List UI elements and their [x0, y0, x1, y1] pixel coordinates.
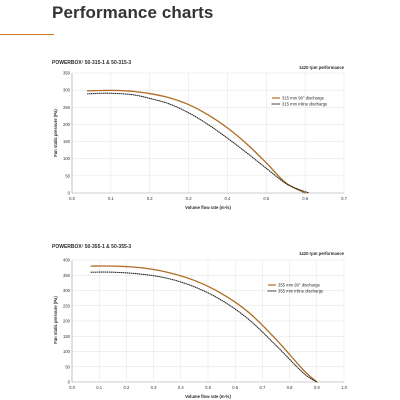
x-tick-label: 0.1 [96, 385, 102, 390]
y-tick-label: 300 [63, 288, 71, 293]
series-line-355-mm-90-discharge [90, 265, 318, 383]
x-tick-label: 1.0 [341, 385, 347, 390]
y-tick-label: 350 [63, 71, 71, 76]
y-tick-label: 300 [63, 88, 71, 93]
y-axis-label: Fan static pressure (Pa) [53, 296, 58, 344]
legend-label-315-inline-discharge: 315 mm inline discharge [282, 102, 328, 107]
x-tick-label: 0.7 [259, 385, 265, 390]
axis-ticks: 0 50 100 150 200 250 300 350 400 0.0 0.1 0.2 0.3 0.4 0… [63, 258, 348, 391]
x-tick-label: 0.0 [69, 196, 75, 201]
series-line-355-mm-inline-discharge [90, 271, 318, 383]
legend-label-355-90-discharge: 355 mm 90° discharge [278, 283, 321, 288]
y-axis-label: Fan static pressure (Pa) [53, 109, 58, 157]
y-tick-label: 150 [63, 334, 71, 339]
y-tick-label: 250 [63, 303, 71, 308]
x-tick-label: 0.3 [186, 196, 192, 201]
y-tick-label: 100 [63, 349, 71, 354]
y-tick-label: 50 [65, 364, 70, 369]
legend: 355 mm 90° discharge 355 mm inline disch… [267, 283, 324, 294]
x-tick-label: 0.1 [108, 196, 114, 201]
page-title: Performance charts [52, 3, 214, 22]
x-tick-label: 0.8 [287, 385, 293, 390]
x-tick-label: 0.4 [178, 385, 184, 390]
series-line-315-mm-inline-discharge [86, 92, 310, 194]
title-accent-divider [0, 34, 54, 35]
y-tick-label: 0 [68, 191, 71, 196]
y-tick-label: 350 [63, 273, 71, 278]
x-tick-label: 0.2 [147, 196, 153, 201]
x-tick-label: 0.5 [205, 385, 211, 390]
x-tick-label: 0.5 [263, 196, 269, 201]
legend-label-315-90-discharge: 315 mm 90° discharge [282, 96, 325, 101]
x-tick-label: 0.7 [341, 196, 347, 201]
performance-chart-355: POWERBOX² 50-355-1 & 50-355-3 1420 rpm p… [52, 244, 348, 399]
series-lines [86, 89, 310, 194]
x-tick-label: 0.6 [302, 196, 308, 201]
y-tick-label: 0 [68, 380, 71, 385]
y-tick-label: 100 [63, 156, 71, 161]
legend-label-355-inline-discharge: 355 mm inline discharge [278, 289, 324, 294]
x-tick-label: 0.4 [225, 196, 231, 201]
chart-subtitle: 1420 rpm performance [299, 251, 345, 256]
x-axis-label: Volume flow rate (m³/s) [185, 205, 231, 210]
y-tick-label: 200 [63, 122, 71, 127]
y-tick-label: 250 [63, 105, 71, 110]
y-tick-label: 400 [63, 258, 71, 263]
x-tick-label: 0.2 [123, 385, 129, 390]
y-tick-label: 150 [63, 139, 71, 144]
performance-chart-315: POWERBOX² 50-315-1 & 50-315-3 1420 rpm p… [52, 60, 348, 210]
series-lines [90, 265, 318, 383]
axis-ticks: 0 50 100 150 200 250 300 350 0.0 0.1 0.2 0.3 0.4 0.5 0… [63, 71, 348, 202]
x-tick-label: 0.0 [69, 385, 75, 390]
x-axis-label: Volume flow rate (m³/s) [185, 394, 231, 399]
y-tick-label: 50 [65, 173, 70, 178]
legend: 315 mm 90° discharge 315 mm inline disch… [271, 96, 328, 107]
chart-title: POWERBOX² 50-315-1 & 50-315-3 [52, 60, 131, 66]
grid [71, 259, 345, 383]
series-line-315-mm-90-discharge [86, 89, 306, 194]
y-tick-label: 200 [63, 319, 71, 324]
x-tick-label: 0.3 [151, 385, 157, 390]
x-tick-label: 0.6 [232, 385, 238, 390]
chart-subtitle: 1420 rpm performance [299, 65, 345, 70]
chart-title: POWERBOX² 50-355-1 & 50-355-3 [52, 244, 131, 250]
x-tick-label: 0.9 [314, 385, 320, 390]
